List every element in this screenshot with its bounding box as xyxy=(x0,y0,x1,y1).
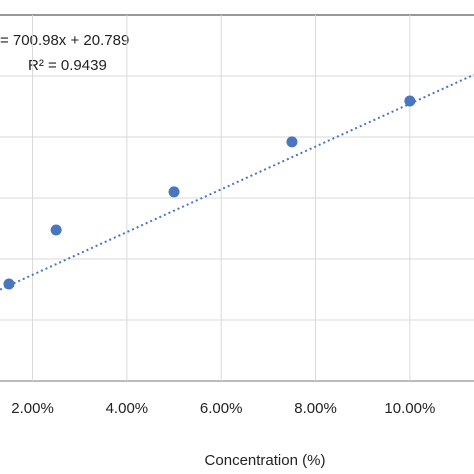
x-tick-label: 10.00% xyxy=(384,400,435,417)
point xyxy=(50,224,62,236)
point xyxy=(3,278,15,290)
x-axis-title: Concentration (%) xyxy=(205,452,326,469)
x-tick-label: 4.00% xyxy=(106,400,149,417)
point xyxy=(286,136,298,148)
point xyxy=(168,186,180,198)
trendline xyxy=(0,73,474,291)
x-tick-label: 6.00% xyxy=(200,400,243,417)
x-tick-label: 8.00% xyxy=(294,400,337,417)
x-tick-label: 2.00% xyxy=(11,400,54,417)
r-squared: R² = 0.9439 xyxy=(28,57,107,74)
point xyxy=(404,95,416,107)
equation: = 700.98x + 20.789 xyxy=(0,32,129,49)
